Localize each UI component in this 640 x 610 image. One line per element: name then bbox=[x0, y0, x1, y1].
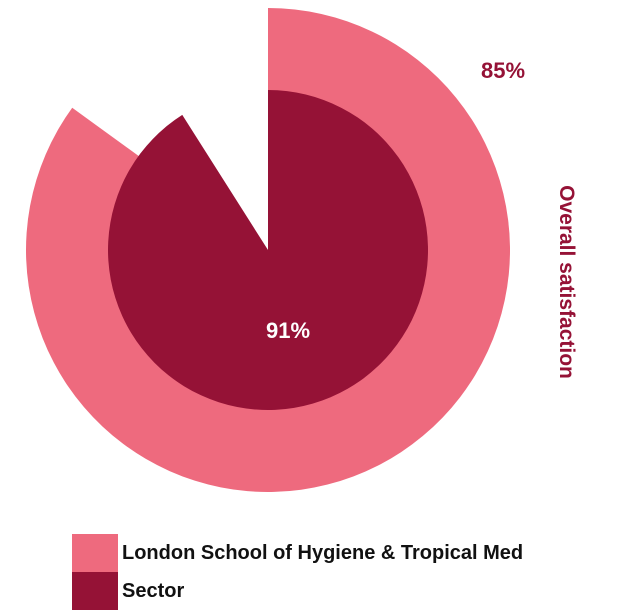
inner-value-label: 91% bbox=[266, 318, 310, 343]
legend-swatch-lshtm bbox=[72, 534, 118, 572]
outer-value-label: 85% bbox=[481, 58, 525, 83]
legend: London School of Hygiene & Tropical Med … bbox=[72, 534, 523, 610]
legend-swatch-sector bbox=[72, 572, 118, 610]
chart-title: Overall satisfaction bbox=[555, 185, 578, 379]
inner-slice-sector bbox=[108, 90, 429, 410]
legend-label-sector: Sector bbox=[122, 579, 185, 602]
legend-label-lshtm: London School of Hygiene & Tropical Med bbox=[122, 541, 524, 564]
legend-item-sector: Sector bbox=[72, 572, 523, 610]
legend-item-lshtm: London School of Hygiene & Tropical Med bbox=[72, 534, 523, 572]
